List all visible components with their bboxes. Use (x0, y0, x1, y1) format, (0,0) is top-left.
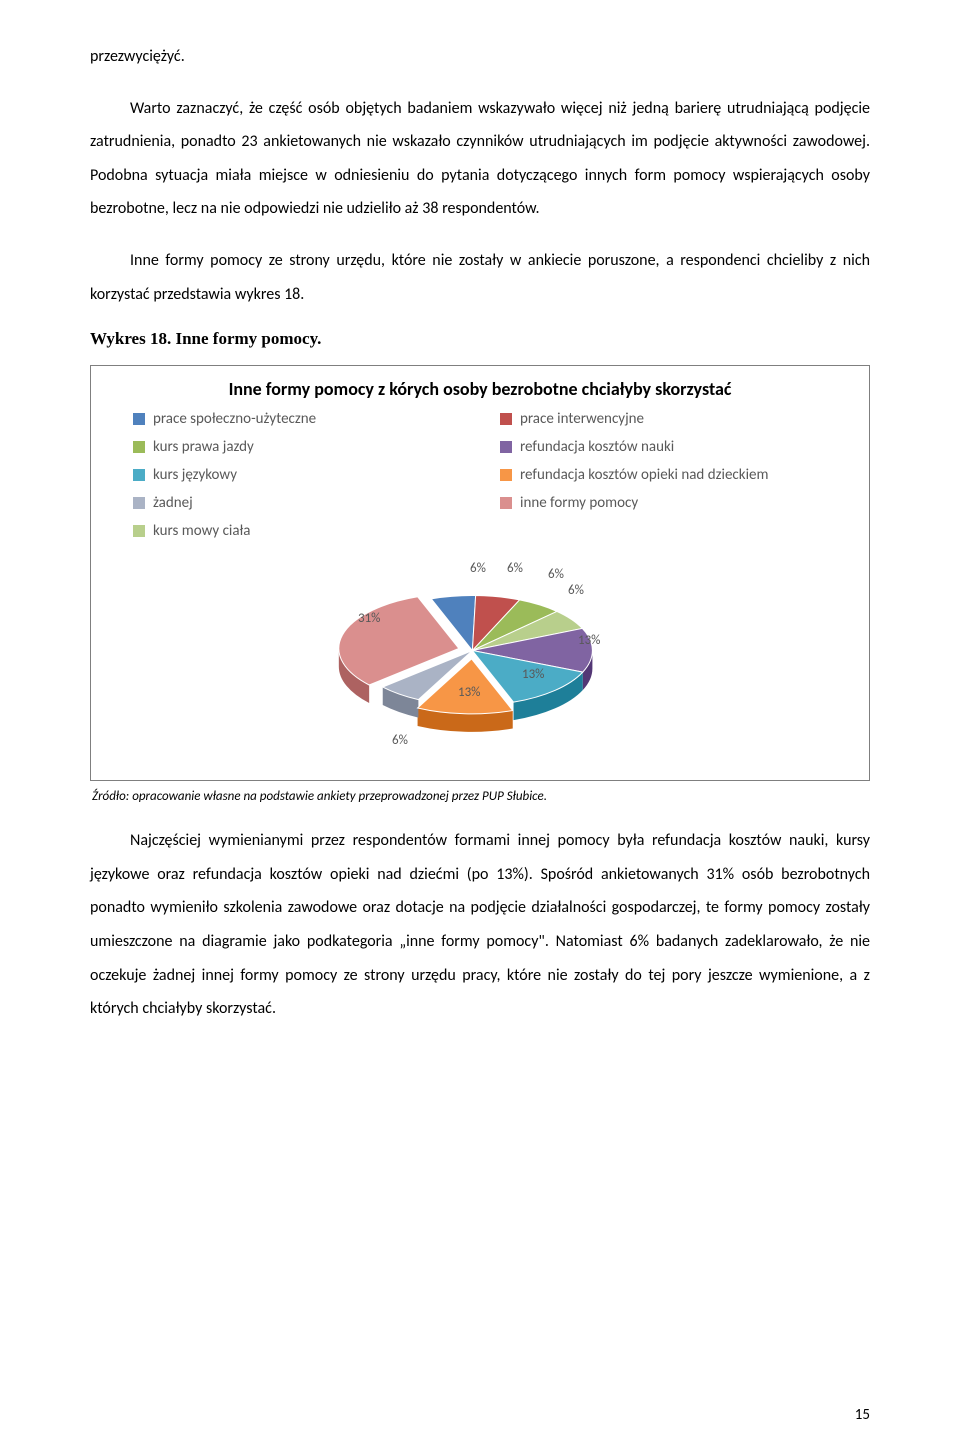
legend-item: kurs językowy (133, 466, 460, 484)
pie-chart: 6% 6% 6% 6% 13% 13% 13% 6% 31% (290, 556, 670, 766)
chart-container: Inne formy pomocy z kórych osoby bezrobo… (90, 365, 870, 781)
legend-swatch (133, 497, 145, 509)
pie-label: 6% (568, 583, 584, 598)
legend-item: refundacja kosztów nauki (500, 438, 827, 456)
pie-wrap: 6% 6% 6% 6% 13% 13% 13% 6% 31% (103, 556, 857, 766)
pie-label: 13% (522, 667, 544, 682)
legend-swatch (500, 497, 512, 509)
pie-label: 6% (507, 561, 523, 576)
chart-title: Inne formy pomocy z kórych osoby bezrobo… (103, 378, 857, 400)
legend-label: prace interwencyjne (520, 410, 644, 428)
legend-label: inne formy pomocy (520, 494, 638, 512)
pie-label: 13% (578, 633, 600, 648)
legend-swatch (500, 469, 512, 481)
legend-label: refundacja kosztów nauki (520, 438, 674, 456)
legend-label: prace społeczno-użyteczne (153, 410, 316, 428)
legend-item: kurs mowy ciała (133, 522, 460, 540)
legend-label: żadnej (153, 494, 193, 512)
pie-label: 6% (470, 561, 486, 576)
legend-swatch (500, 441, 512, 453)
para-2: Inne formy pomocy ze strony urzędu, któr… (90, 244, 870, 311)
chart-heading: Wykres 18. Inne formy pomocy. (90, 329, 870, 349)
chart-source: Źródło: opracowanie własne na podstawie … (92, 789, 870, 804)
page: przezwyciężyć. Warto zaznaczyć, że część… (0, 0, 960, 1454)
legend-swatch (133, 469, 145, 481)
legend-item: prace interwencyjne (500, 410, 827, 428)
legend-label: kurs prawa jazdy (153, 438, 254, 456)
legend-swatch (133, 441, 145, 453)
para-3: Najczęściej wymienianymi przez responden… (90, 824, 870, 1026)
legend-swatch (133, 413, 145, 425)
page-number: 15 (855, 1406, 870, 1424)
legend-item: prace społeczno-użyteczne (133, 410, 460, 428)
legend-item: inne formy pomocy (500, 494, 827, 512)
chart-legend: prace społeczno-użyteczne prace interwenc… (103, 410, 857, 550)
pie-label: 6% (548, 567, 564, 582)
legend-item: żadnej (133, 494, 460, 512)
legend-item: kurs prawa jazdy (133, 438, 460, 456)
para-top: przezwyciężyć. (90, 40, 870, 74)
pie-label: 13% (458, 685, 480, 700)
legend-swatch (133, 525, 145, 537)
legend-label: refundacja kosztów opieki nad dzieckiem (520, 466, 768, 484)
legend-swatch (500, 413, 512, 425)
legend-label: kurs mowy ciała (153, 522, 250, 540)
legend-label: kurs językowy (153, 466, 237, 484)
pie-label: 31% (358, 611, 380, 626)
para-1: Warto zaznaczyć, że część osób objętych … (90, 92, 870, 226)
pie-label: 6% (392, 733, 408, 748)
legend-item: refundacja kosztów opieki nad dzieckiem (500, 466, 827, 484)
